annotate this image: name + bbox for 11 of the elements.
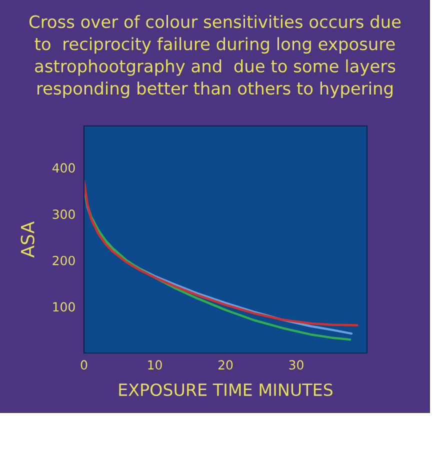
x-tick-label: 10: [148, 360, 162, 370]
y-axis-title: ASA: [20, 221, 34, 258]
x-axis-title: EXPOSURE TIME MINUTES: [119, 383, 332, 396]
x-tick-label: 30: [289, 360, 304, 370]
y-tick-label: 300: [52, 209, 75, 219]
chart-title: Cross over of colour sensitivities occurs due to reciprocity failure during long exposure astrophootgraphy and due to some layers responding better than others to hypering: [29, 15, 401, 98]
y-tick-label: 400: [52, 163, 75, 173]
y-tick-label: 200: [52, 256, 75, 266]
y-tick-label: 100: [53, 302, 75, 312]
x-tick-label: 20: [218, 360, 233, 370]
x-tick-label: 0: [80, 360, 88, 370]
